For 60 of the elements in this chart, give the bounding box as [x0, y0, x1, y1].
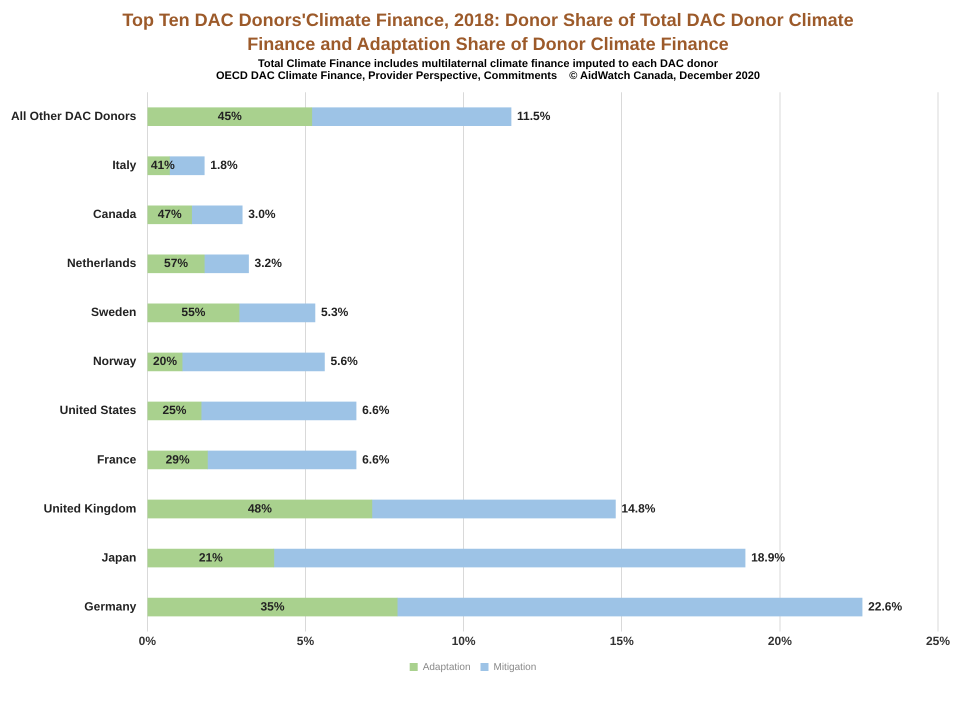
- total-label: 3.0%: [248, 207, 276, 222]
- y-tick-label: Germany: [84, 599, 137, 614]
- annotation: 48%: [248, 501, 272, 516]
- bar: [182, 352, 325, 372]
- text: OECD DAC Climate Finance, Provider Perspective, Commitments © AidWatch Canada, December 2020: [214, 70, 761, 82]
- x-tick-label: 10%: [452, 634, 476, 648]
- y-tick-label: Italy: [112, 158, 137, 172]
- y-tick-label: Netherlands: [66, 256, 137, 270]
- annotation: 20%: [152, 354, 178, 368]
- y-tick-label: Sweden: [90, 305, 136, 320]
- annotation: 47%: [158, 207, 182, 222]
- bar: [148, 304, 240, 322]
- total-label: 1.8%: [210, 158, 238, 172]
- total-label: 5.3%: [320, 305, 349, 320]
- legend-label: Adaptation: [422, 662, 471, 673]
- bar: [238, 304, 316, 322]
- total-label: 3.2%: [254, 256, 282, 270]
- y-tick-label: Canada: [92, 207, 137, 222]
- y-tick-label: All Other DAC Donors: [10, 109, 137, 124]
- bar: [148, 548, 274, 568]
- total-label: 5.6%: [330, 354, 358, 368]
- bar: [200, 402, 356, 420]
- total-label: 6.6%: [362, 403, 390, 418]
- bar: [204, 254, 249, 274]
- total-label: 22.6%: [868, 599, 902, 614]
- chart-subtitle: Total Climate Finance includes multilaternal climate finance imputed to each DAC donor: [256, 58, 720, 70]
- bar: [396, 598, 862, 616]
- bar: [191, 205, 243, 224]
- x-tick-label: 5%: [296, 634, 314, 648]
- x-tick-label: 15%: [610, 634, 634, 648]
- total-label: 6.6%: [362, 452, 390, 466]
- annotation: 55%: [181, 305, 206, 320]
- y-tick-label: Japan: [102, 550, 136, 564]
- bar: [274, 548, 746, 568]
- annotation: 25%: [162, 403, 187, 418]
- bar: [207, 450, 356, 470]
- y-tick-label: United Kingdom: [44, 501, 136, 516]
- annotation: 29%: [166, 452, 190, 466]
- legend-label: Mitigation: [494, 662, 536, 673]
- y-tick-label: United States: [60, 403, 137, 418]
- annotation: 21%: [198, 550, 224, 564]
- x-tick-label: 20%: [768, 634, 792, 648]
- total-label: 18.9%: [751, 550, 786, 564]
- chart-title: Top Ten DAC Donors'Climate Finance, 2018: Donor Share of Total DAC Donor Climate Finance and Adaptation Share of Donor Climate Finance: [121, 9, 855, 56]
- annotation: 35%: [260, 599, 285, 614]
- total-label: 14.8%: [621, 501, 656, 516]
- bar: [148, 450, 208, 470]
- bar: [372, 500, 616, 518]
- x-tick-label: 0%: [138, 634, 156, 648]
- annotation: 41%: [150, 158, 176, 172]
- y-tick-label: France: [96, 452, 137, 466]
- total-label: 11.5%: [517, 109, 551, 124]
- y-tick-label: Norway: [92, 354, 137, 368]
- x-tick-label: 25%: [926, 634, 950, 648]
- annotation: 45%: [218, 109, 242, 124]
- bar: [311, 107, 512, 126]
- annotation: 57%: [164, 256, 188, 270]
- bar: [148, 107, 312, 126]
- bar: [148, 598, 398, 616]
- bar: [148, 500, 372, 518]
